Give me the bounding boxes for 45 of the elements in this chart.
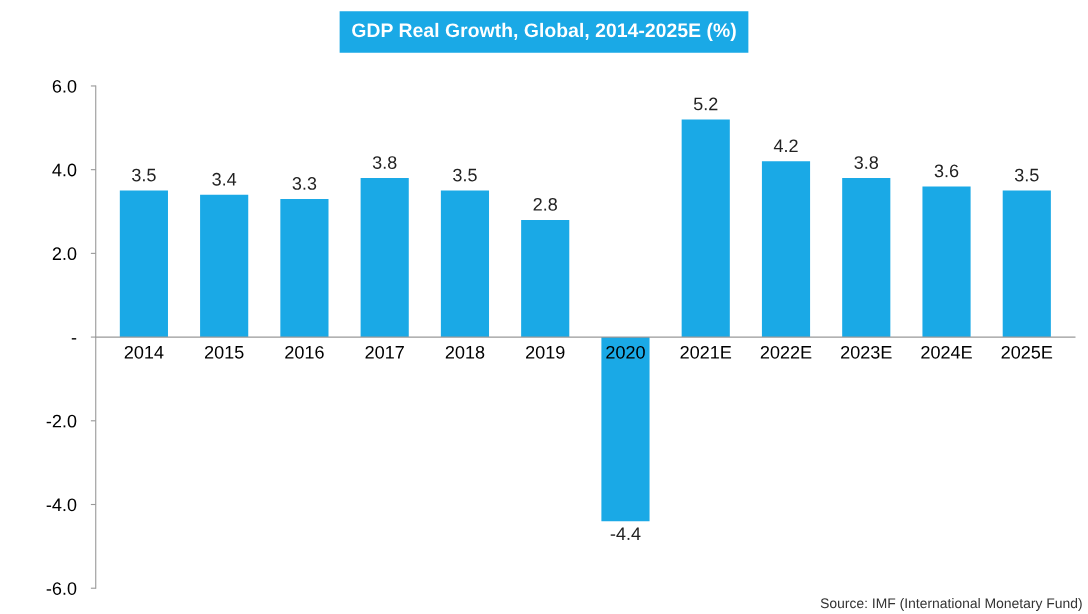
bar <box>761 161 811 338</box>
bar <box>200 194 249 338</box>
x-tick-label: 2020 <box>606 345 645 359</box>
bar <box>521 219 570 338</box>
x-tick-label: 2014 <box>124 345 164 359</box>
bar <box>119 190 168 338</box>
data-label: 3.6 <box>934 164 959 178</box>
bar <box>601 337 650 522</box>
data-label: 4.2 <box>773 139 798 152</box>
bar <box>681 119 730 338</box>
data-label: 3.3 <box>292 177 317 190</box>
bar <box>280 198 329 338</box>
y-tick-label: 2.0 <box>52 247 77 261</box>
x-tick-label: 2021E <box>680 345 732 359</box>
data-label: 3.8 <box>372 156 397 169</box>
data-label: 3.5 <box>1014 168 1039 182</box>
bar <box>842 178 891 338</box>
x-tick-label: 2024E <box>921 345 972 359</box>
y-tick-label: -2.0 <box>46 414 77 428</box>
source-note: Source: IMF (International Monetary Fund) <box>820 597 1082 611</box>
x-tick-label: 2018 <box>445 345 485 359</box>
data-label: -4.4 <box>610 527 641 540</box>
x-tick-label: 2017 <box>365 345 404 359</box>
y-tick-label: -6.0 <box>46 582 77 595</box>
x-tick-label: 2023E <box>841 345 892 359</box>
x-tick-label: 2015 <box>204 345 244 359</box>
bar <box>922 186 971 338</box>
data-label: 3.4 <box>212 172 237 186</box>
x-tick-label: 2025E <box>1001 345 1053 359</box>
y-tick-label: 6.0 <box>52 79 77 93</box>
bar <box>440 190 490 338</box>
bar <box>360 178 409 338</box>
chart-title: GDP Real Growth, Global, 2014-2025E (%) <box>352 22 736 41</box>
data-label: 2.8 <box>533 197 557 211</box>
data-label: 3.8 <box>854 156 879 169</box>
data-label: 3.5 <box>132 168 156 182</box>
x-tick-label: 2019 <box>526 345 565 359</box>
data-label: 5.2 <box>693 97 718 111</box>
x-tick-label: 2016 <box>285 345 324 359</box>
bar <box>1002 190 1051 338</box>
y-tick-label: - <box>71 338 77 340</box>
y-tick-label: 4.0 <box>52 163 77 177</box>
data-label: 3.5 <box>453 168 477 182</box>
x-tick-label: 2022E <box>760 345 812 359</box>
y-tick-label: -4.0 <box>46 498 77 512</box>
